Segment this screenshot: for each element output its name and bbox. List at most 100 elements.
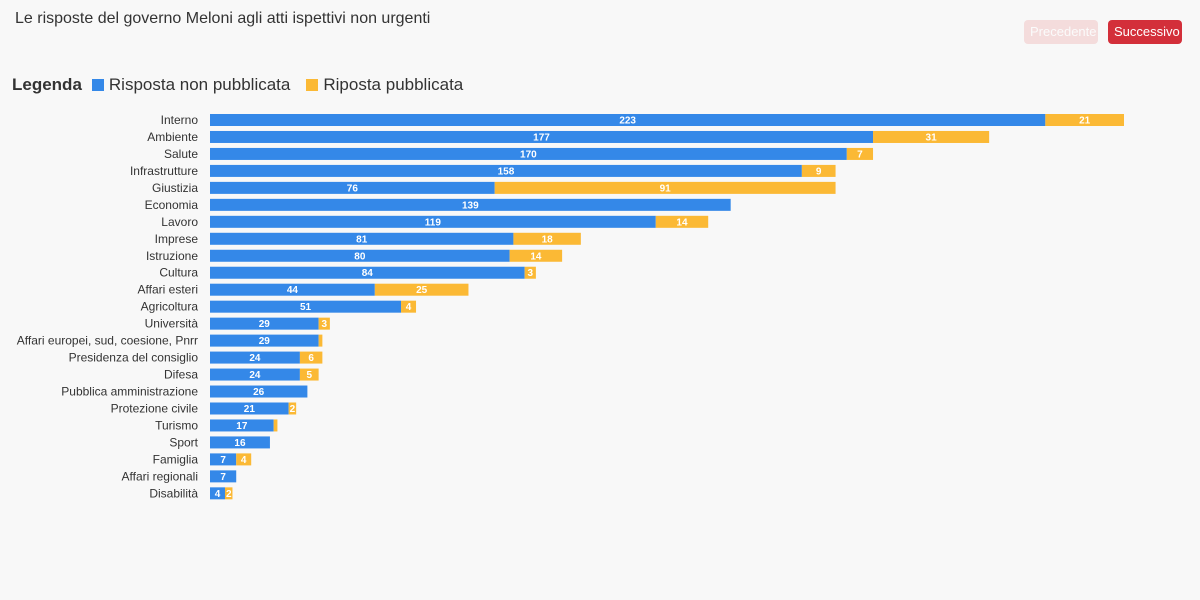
category-label: Disabilità [149,486,198,500]
previous-button[interactable]: Precedente [1024,20,1098,44]
bar-pubblicata[interactable] [513,232,581,245]
bar-non-pubblicata[interactable] [210,368,300,381]
legend-item-pubblicata: Riposta pubblicata [306,75,463,95]
bar-row: Presidenza del consiglio 24 6 [69,351,323,365]
value-label: 29 [259,319,271,330]
bar-row: Lavoro 119 14 [161,215,709,229]
bar-non-pubblicata[interactable] [210,249,510,262]
value-label: 3 [321,319,327,330]
bar-non-pubblicata[interactable] [210,181,495,194]
bar-row: Affari regionali 7 [122,469,237,483]
next-button[interactable]: Successivo [1108,20,1182,44]
value-label: 24 [249,353,261,364]
bar-non-pubblicata[interactable] [210,266,525,279]
bar-pubblicata[interactable] [299,351,323,364]
bar-non-pubblicata[interactable] [210,436,270,449]
bar-non-pubblicata[interactable] [210,334,319,347]
bar-pubblicata[interactable] [318,334,323,347]
bar-row: Istruzione 80 14 [146,249,563,263]
bar-row: Agricoltura 51 4 [141,300,417,314]
category-label: Difesa [164,368,198,382]
category-label: Famiglia [153,452,199,466]
value-label: 139 [462,200,479,211]
bar-non-pubblicata[interactable] [210,232,514,245]
category-label: Affari esteri [138,283,198,297]
bar-non-pubblicata[interactable] [210,402,289,415]
value-label: 24 [249,370,261,381]
value-label: 170 [520,149,537,160]
bar-pubblicata[interactable] [401,300,417,313]
bar-pubblicata[interactable] [224,487,233,500]
bar-non-pubblicata[interactable] [210,385,308,398]
bar-pubblicata[interactable] [509,249,563,262]
bar-pubblicata[interactable] [236,453,252,466]
bar-row: Interno 223 21 [161,113,1124,127]
category-label: Cultura [159,266,198,280]
bar-row: Salute 170 7 [164,147,874,161]
bar-non-pubblicata[interactable] [210,198,731,211]
bar-pubblicata[interactable] [494,181,836,194]
bar-non-pubblicata[interactable] [210,351,300,364]
value-label: 4 [215,489,221,500]
category-label: Lavoro [161,215,198,229]
value-label: 29 [259,336,271,347]
bar-pubblicata[interactable] [273,419,278,432]
category-label: Agricoltura [141,300,199,314]
value-label: 7 [220,455,226,466]
legend-item-non-pubblicata: Risposta non pubblicata [91,75,290,95]
category-label: Turismo [155,418,198,432]
bar-pubblicata[interactable] [318,317,330,330]
bar-non-pubblicata[interactable] [210,300,402,313]
legend-label: Riposta pubblicata [323,75,464,94]
bar-non-pubblicata[interactable] [210,114,1046,126]
bar-pubblicata[interactable] [846,147,874,160]
bar-row: Università 29 3 [145,317,330,331]
bar-non-pubblicata[interactable] [210,215,656,228]
category-label: Sport [169,435,198,449]
value-label: 4 [241,455,247,466]
category-label: Presidenza del consiglio [69,351,199,365]
bar-non-pubblicata[interactable] [210,317,319,330]
value-label: 25 [416,285,428,296]
value-label: 2 [226,489,232,500]
value-label: 14 [530,251,542,262]
bar-row: Turismo 17 [155,418,278,432]
legend-swatch-orange [306,79,319,91]
bar-non-pubblicata[interactable] [210,283,375,296]
bar-row: Affari europei, sud, coesione, Pnrr 29 [17,334,323,348]
bar-row: Infrastrutture 158 9 [130,164,836,178]
value-label: 84 [362,268,374,279]
category-label: Protezione civile [111,401,199,415]
bar-pubblicata[interactable] [374,283,469,296]
bar-non-pubblicata[interactable] [210,147,847,160]
bar-pubblicata[interactable] [524,266,536,279]
value-label: 76 [347,183,359,194]
category-label: Salute [164,147,198,161]
bar-pubblicata[interactable] [655,215,709,228]
bar-pubblicata[interactable] [801,164,836,177]
bar-non-pubblicata[interactable] [210,419,274,432]
bar-row: Cultura 84 3 [159,266,536,280]
value-label: 44 [287,285,299,296]
bar-pubblicata[interactable] [288,402,297,415]
bar-row: Protezione civile 21 2 [111,401,297,415]
bar-pubblicata[interactable] [873,130,990,143]
value-label: 21 [244,404,256,415]
bar-row: Affari esteri 44 25 [138,283,469,297]
value-label: 7 [857,149,863,160]
value-label: 6 [308,353,314,364]
bar-non-pubblicata[interactable] [210,470,237,483]
value-label: 3 [527,268,533,279]
value-label: 81 [356,234,368,245]
bar-pubblicata[interactable] [299,368,319,381]
bar-non-pubblicata[interactable] [210,164,802,177]
category-label: Imprese [155,232,199,246]
bar-non-pubblicata[interactable] [210,130,874,143]
value-label: 2 [290,404,296,415]
value-label: 177 [533,132,550,143]
value-label: 223 [619,116,636,127]
bar-non-pubblicata[interactable] [210,487,225,500]
bar-pubblicata[interactable] [1045,114,1124,126]
bar-non-pubblicata[interactable] [210,453,237,466]
